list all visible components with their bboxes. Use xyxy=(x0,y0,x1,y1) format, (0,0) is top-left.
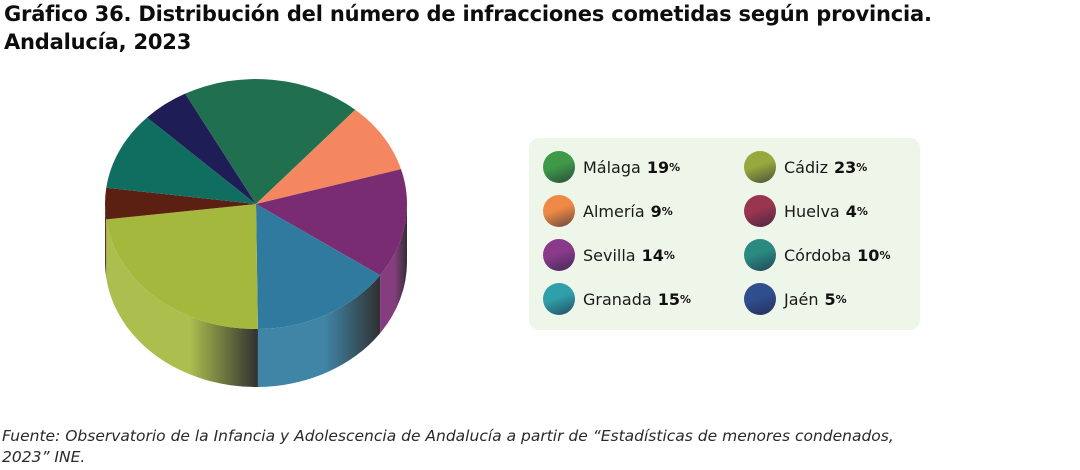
legend-item-granada: Granada 15% xyxy=(543,282,691,316)
legend-percent-sevilla: % xyxy=(663,248,675,262)
pie-slice-granada xyxy=(256,204,381,329)
legend-label-granada: Granada xyxy=(583,289,652,309)
legend-value-malaga: 19 xyxy=(646,157,670,177)
source-line-2: 2023” INE. xyxy=(2,448,86,466)
pie-slice-malaga xyxy=(185,79,356,204)
legend-value-cadiz: 23 xyxy=(833,157,857,177)
legend-item-huelva: Huelva 4% xyxy=(744,194,868,228)
legend-value-huelva: 4 xyxy=(845,201,857,221)
legend-label-jaen: Jaén xyxy=(784,289,819,309)
legend-item-jaen: Jaén 5% xyxy=(744,282,847,316)
legend-value-sevilla: 14 xyxy=(641,245,664,265)
legend-swatch-sevilla xyxy=(543,239,575,271)
chart-title-line-2: Andalucía, 2023 xyxy=(4,30,192,54)
legend-label-huelva: Huelva xyxy=(784,201,840,221)
legend-item-cadiz: Cádiz 23% xyxy=(744,150,867,184)
legend-percent-almeria: % xyxy=(661,204,673,218)
legend-swatch-almeria xyxy=(543,195,575,227)
pie-slice-sevilla xyxy=(256,169,407,276)
legend-label-cadiz: Cádiz xyxy=(784,157,828,177)
pie-slice-almeria xyxy=(256,109,402,204)
legend-swatch-huelva xyxy=(744,195,776,227)
legend-swatch-cordoba xyxy=(744,239,776,271)
pie-side-cadiz xyxy=(106,219,258,387)
legend-label-sevilla: Sevilla xyxy=(583,245,636,265)
legend-percent-cadiz: % xyxy=(856,160,868,174)
legend-percent-malaga: % xyxy=(669,160,681,174)
chart-title-line-1: Gráfico 36. Distribución del número de i… xyxy=(4,2,932,26)
legend-value-almeria: 9 xyxy=(650,201,662,221)
legend-value-granada: 15 xyxy=(657,289,680,309)
pie-slice-cadiz xyxy=(106,204,258,330)
pie-slice-huelva xyxy=(105,187,256,220)
legend-swatch-granada xyxy=(543,283,575,315)
legend-swatch-jaen xyxy=(744,283,776,315)
legend-label-malaga: Málaga xyxy=(583,157,641,177)
pie-slice-jaen xyxy=(147,93,256,204)
legend-value-cordoba: 10 xyxy=(857,245,880,265)
legend-percent-cordoba: % xyxy=(879,248,891,262)
legend-swatch-malaga xyxy=(543,151,575,183)
source-line-1: Fuente: Observatorio de la Infancia y Ad… xyxy=(2,427,894,445)
pie-side-walls xyxy=(105,204,408,387)
legend-label-cordoba: Córdoba xyxy=(784,245,852,265)
legend-item-sevilla: Sevilla 14% xyxy=(543,238,675,272)
legend-swatch-cadiz xyxy=(744,151,776,183)
legend-value-jaen: 5 xyxy=(824,289,836,309)
pie-side-huelva xyxy=(105,204,107,278)
legend-item-cordoba: Córdoba 10% xyxy=(744,238,890,272)
pie-side-granada xyxy=(257,275,381,387)
source-note: Fuente: Observatorio de la Infancia y Ad… xyxy=(2,426,1078,468)
pie-side-sevilla xyxy=(380,204,408,334)
pie-slice-cordoba xyxy=(106,117,256,204)
legend-percent-huelva: % xyxy=(856,204,868,218)
legend-percent-granada: % xyxy=(679,292,691,306)
legend-item-almeria: Almería 9% xyxy=(543,194,673,228)
chart-title: Gráfico 36. Distribución del número de i… xyxy=(4,0,1074,56)
legend-percent-jaen: % xyxy=(835,292,847,306)
pie-top-faces xyxy=(105,79,407,330)
chart-legend: Málaga 19% Almería 9% Sevilla 14% Granada 15% Cá… xyxy=(529,138,920,330)
legend-item-malaga: Málaga 19% xyxy=(543,150,680,184)
legend-label-almeria: Almería xyxy=(583,201,645,221)
